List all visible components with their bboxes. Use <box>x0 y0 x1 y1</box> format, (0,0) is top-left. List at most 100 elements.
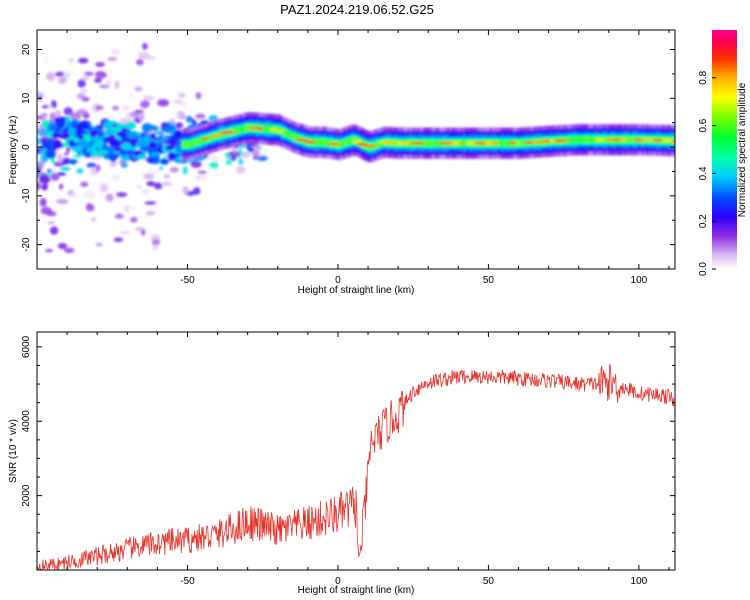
spectrogram-cell <box>112 95 122 104</box>
spectrogram-cell <box>246 124 250 131</box>
spectrogram-cell <box>146 180 156 187</box>
spectrogram-cell <box>63 107 73 116</box>
spectrogram-cell <box>141 188 151 195</box>
spectrogram-cell <box>197 170 207 175</box>
spectrogram-x-tick-label: 50 <box>483 275 495 286</box>
spectrogram-cell <box>40 206 52 215</box>
spectrogram-cell <box>173 130 183 138</box>
spectrogram-cell <box>99 183 109 193</box>
snr-y-ticks: 2000 4000 6000 <box>21 335 675 571</box>
spectrogram-cell <box>113 146 123 152</box>
spectrogram-cell <box>195 138 199 145</box>
spectrogram-cell <box>103 137 112 143</box>
spectrogram-cell <box>180 102 187 107</box>
spectrogram-cell <box>263 125 267 132</box>
spectrogram-cell <box>112 105 120 111</box>
spectrogram-cell <box>277 130 284 133</box>
spectrogram-cell <box>463 140 467 147</box>
spectrogram-cell <box>72 154 82 158</box>
spectrogram-cell <box>56 154 64 163</box>
snr-y-tick-label: 4000 <box>21 410 32 433</box>
spectrogram-cell <box>102 129 115 136</box>
spectrogram-cell <box>96 149 108 155</box>
spectrogram-cell <box>39 175 51 184</box>
colorbar-tick-label: 0.8 <box>698 70 709 84</box>
spectrogram-cell <box>37 116 43 120</box>
spectrogram-cell <box>193 187 201 195</box>
spectrogram-cell <box>465 141 477 145</box>
spectrogram-cell <box>640 138 656 142</box>
spectrogram-cell <box>342 140 346 146</box>
spectrogram-cell <box>504 140 508 147</box>
snr-x-tick-label: 50 <box>483 576 495 587</box>
colorbar-tick-label: 0.6 <box>698 118 709 132</box>
spectrogram-cell <box>77 140 90 149</box>
spectrogram-cell <box>181 141 185 148</box>
spectrogram-cell <box>77 135 85 141</box>
snr-y-tick-label: 2000 <box>21 484 32 507</box>
spectrogram-cell <box>200 137 204 144</box>
spectrogram-cell <box>190 160 202 168</box>
spectrogram-cell <box>81 76 90 81</box>
spectrogram-cell <box>483 141 494 145</box>
spectrogram-x-tick-label: 0 <box>335 275 341 286</box>
spectrogram-cell <box>50 173 60 181</box>
spectrogram-cell <box>46 71 56 81</box>
spectrogram-cell <box>194 174 207 181</box>
spectrogram-cell <box>126 130 139 139</box>
spectrogram-cell <box>256 145 262 149</box>
spectrogram-cell <box>84 71 94 76</box>
spectrogram-cell <box>265 126 269 132</box>
spectrogram-cell <box>257 155 268 162</box>
spectrogram-cell <box>71 146 81 152</box>
spectrogram-x-tick-label: -50 <box>180 275 195 286</box>
spectrogram-cell <box>49 112 56 121</box>
spectrogram-cell <box>144 201 157 205</box>
spectrogram-cell <box>282 129 286 136</box>
colorbar-label: Normalized spectral amplitude <box>737 82 748 217</box>
spectrogram-cell <box>193 139 197 146</box>
spectrogram-cell <box>50 157 56 164</box>
spectrogram-cell <box>501 140 505 147</box>
spectrogram-cell <box>163 174 170 179</box>
spectrogram-cell <box>349 137 353 144</box>
spectrogram-blobs <box>37 42 675 254</box>
spectrogram-cell <box>357 143 369 146</box>
spectrogram-cell <box>95 61 105 68</box>
spectrogram-cell <box>660 139 674 142</box>
spectrogram-cell <box>376 141 380 148</box>
spectrogram-cell <box>115 192 128 198</box>
spectrogram-cell <box>569 137 573 144</box>
spectrogram-cell <box>95 70 107 79</box>
spectrogram-cell <box>209 161 219 169</box>
spectrogram-cell <box>323 139 327 146</box>
spectrogram-cell <box>588 136 592 143</box>
spectrogram-cell <box>576 136 580 143</box>
spectrogram-cell <box>54 109 62 118</box>
spectrogram-cell <box>143 173 155 180</box>
spectrogram-cell <box>41 104 49 109</box>
spectrogram-cell <box>131 206 136 211</box>
snr-y-label: SNR (10 * v/v) <box>8 419 19 483</box>
spectrogram-cell <box>161 136 168 142</box>
spectrogram-cell <box>153 182 163 190</box>
spectrogram-cell <box>429 140 433 147</box>
spectrogram-cell <box>244 125 248 132</box>
spectrogram-cell <box>141 122 153 133</box>
spectrogram-cell <box>58 132 71 140</box>
spectrogram-cell <box>321 139 325 146</box>
snr-y-tick-label: 6000 <box>21 335 32 358</box>
spectrogram-cell <box>68 139 75 147</box>
snr-panel: -50 0 50 100 2000 4000 6000 Height of straigh… <box>8 331 676 596</box>
spectrogram-cell <box>410 141 426 145</box>
spectrogram-y-tick-label: 0 <box>21 144 32 150</box>
spectrogram-cell <box>345 139 349 146</box>
spectrogram-cell <box>164 126 171 134</box>
spectrogram-cell <box>147 168 159 175</box>
spectrogram-cell <box>201 137 209 141</box>
spectrogram-cell <box>47 221 56 225</box>
spectrogram-cell <box>198 138 202 145</box>
spectrogram-cell <box>340 140 344 147</box>
spectrogram-cell <box>75 126 83 137</box>
spectrogram-cell <box>120 230 131 235</box>
